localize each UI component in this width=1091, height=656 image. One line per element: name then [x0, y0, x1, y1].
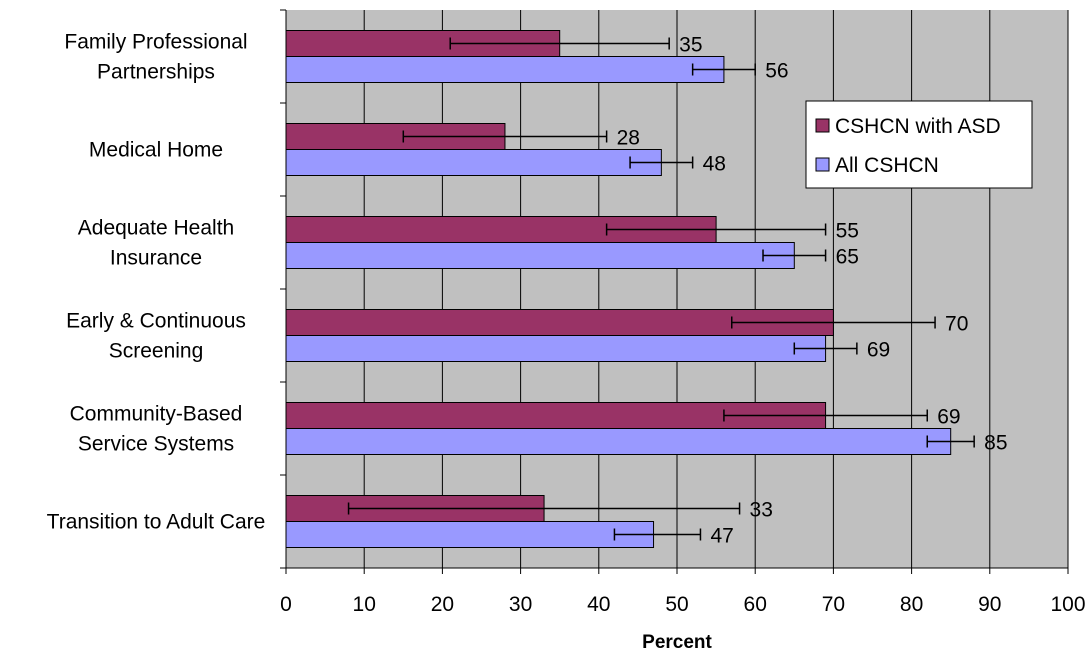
category-label-3: Screening — [109, 340, 204, 363]
legend-swatch-asd — [815, 118, 830, 133]
bar-all-3 — [285, 335, 827, 362]
x-tick-label-20: 20 — [431, 593, 454, 616]
x-tick-label-90: 90 — [978, 593, 1001, 616]
legend-label-all: All CSHCN — [835, 154, 939, 177]
value-label-asd-5: 33 — [750, 499, 773, 522]
value-label-all-1: 48 — [703, 153, 726, 176]
category-label-0: Partnerships — [97, 61, 215, 84]
category-label-2: Insurance — [110, 247, 202, 270]
category-label-3: Early & Continuous — [66, 310, 246, 333]
legend-box — [805, 100, 1033, 189]
x-tick-label-40: 40 — [587, 593, 610, 616]
value-label-asd-4: 69 — [937, 406, 960, 429]
value-label-asd-3: 70 — [945, 313, 968, 336]
error-bars — [347, 37, 975, 541]
value-label-asd-1: 28 — [617, 127, 640, 150]
value-label-all-5: 47 — [710, 525, 733, 548]
axes — [280, 9, 1069, 574]
category-label-5: Transition to Adult Care — [47, 511, 266, 534]
category-label-0: Family Professional — [64, 31, 247, 54]
legend-label-asd: CSHCN with ASD — [835, 115, 1001, 138]
value-label-asd-0: 35 — [679, 34, 702, 57]
value-label-all-2: 65 — [836, 246, 859, 269]
category-labels: Family Professional Partnerships Medical H… — [47, 31, 266, 534]
bar-all-5 — [285, 521, 655, 548]
category-label-4: Service Systems — [78, 433, 234, 456]
value-label-asd-2: 55 — [836, 220, 859, 243]
legend-swatch-all — [815, 157, 830, 172]
bars — [285, 30, 952, 548]
value-label-all-3: 69 — [867, 339, 890, 362]
x-tick-label-70: 70 — [822, 593, 845, 616]
x-axis-label: Percent — [642, 632, 712, 653]
bar-all-0 — [285, 56, 725, 83]
category-label-1: Medical Home — [89, 139, 223, 162]
x-tick-label-30: 30 — [509, 593, 532, 616]
bar-all-2 — [285, 242, 795, 269]
category-label-4: Community-Based — [70, 403, 243, 426]
x-tick-label-10: 10 — [353, 593, 376, 616]
x-tick-label-100: 100 — [1050, 593, 1085, 616]
x-tick-labels: 0 10 20 30 40 50 60 70 80 90 100 — [280, 593, 1085, 616]
x-tick-label-60: 60 — [744, 593, 767, 616]
bar-all-4 — [285, 428, 952, 455]
category-label-2: Adequate Health — [78, 217, 234, 240]
x-tick-label-80: 80 — [900, 593, 923, 616]
x-tick-label-0: 0 — [280, 593, 292, 616]
bar-all-1 — [285, 149, 662, 176]
x-tick-label-50: 50 — [665, 593, 688, 616]
legend: CSHCN with ASD All CSHCN — [805, 100, 1033, 189]
value-labels: 35 56 28 48 55 65 70 69 69 85 33 47 — [617, 34, 1008, 548]
value-label-all-0: 56 — [765, 60, 788, 83]
value-label-all-4: 85 — [984, 432, 1007, 455]
